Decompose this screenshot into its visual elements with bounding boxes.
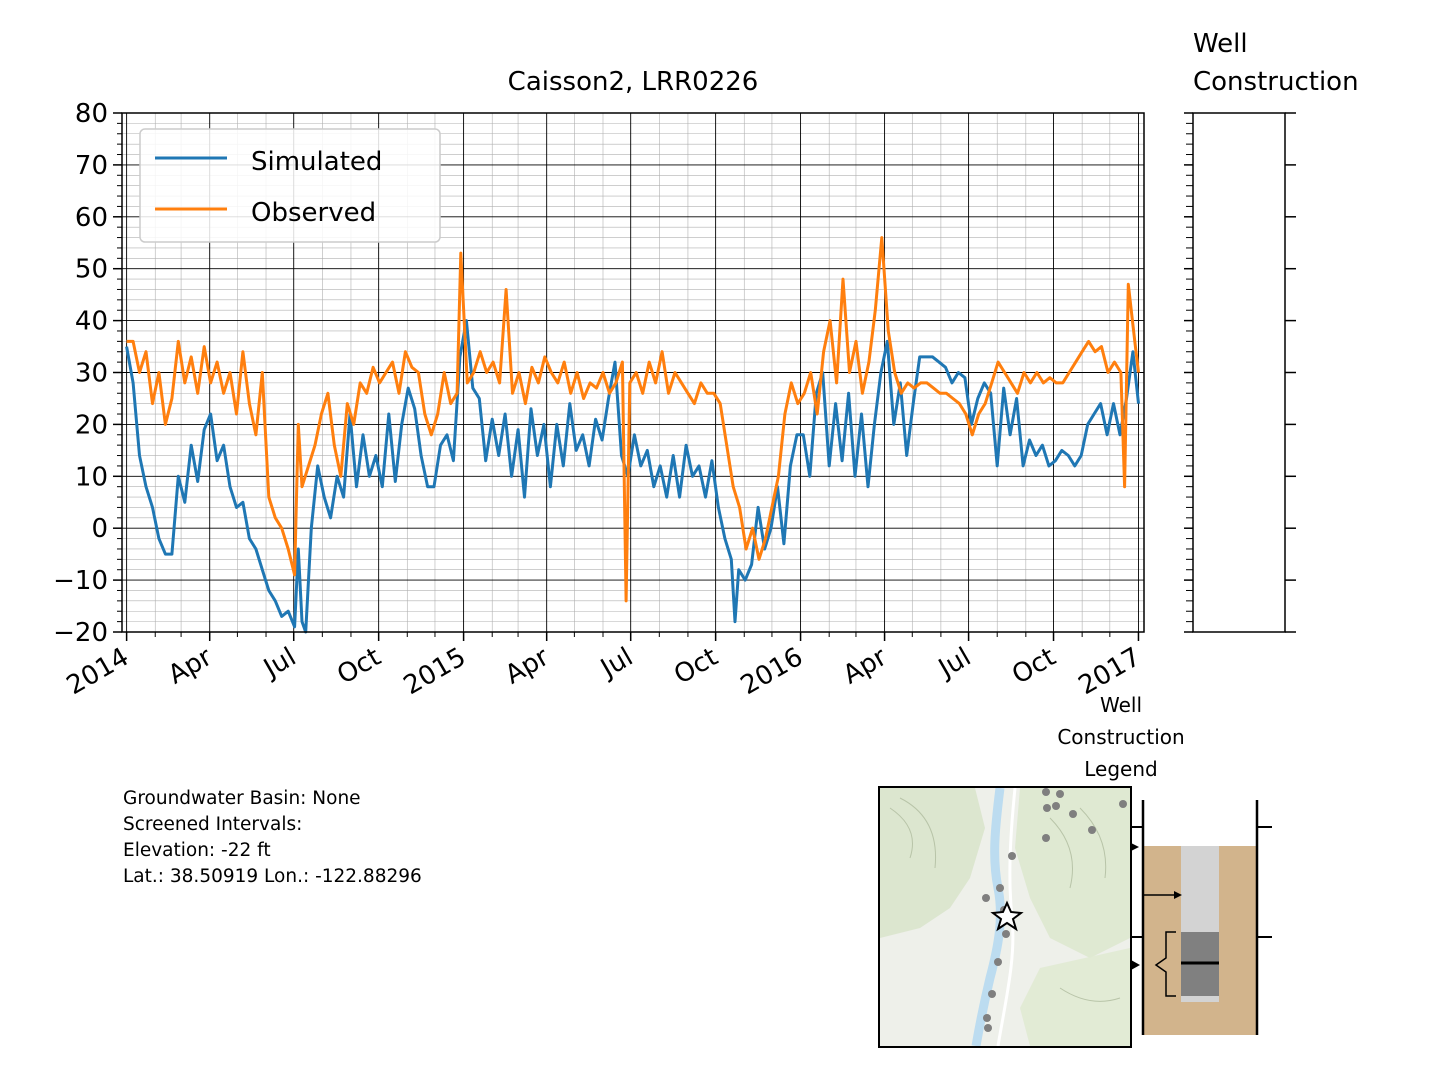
legend-label-observed: Observed <box>251 198 376 228</box>
map-well-star-icon <box>990 900 1024 932</box>
x-tick-label: Apr <box>163 642 217 691</box>
screen-bracket <box>1154 931 1176 997</box>
map-hills-southeast <box>1020 948 1130 1046</box>
x-tick-label: Oct <box>332 642 386 690</box>
well-construction-frame <box>1192 112 1286 633</box>
series-line-simulated <box>125 319 1140 634</box>
y-tick-label: −10 <box>53 566 108 596</box>
y-tick-label: 60 <box>75 203 108 233</box>
map-hills-west <box>880 788 985 938</box>
well-construction-legend: Well Construction Legend <box>1057 693 1272 1035</box>
well-construction-ticks <box>1184 112 1296 633</box>
x-tick-label: Apr <box>838 642 892 691</box>
y-tick-label: 40 <box>75 307 108 337</box>
x-tick-label: Jul <box>594 642 638 685</box>
well-construction-title-line1: Well <box>1193 29 1248 59</box>
chart-title: Caisson2, LRR0226 <box>508 67 759 97</box>
y-axis: −20 −10 0 10 20 30 40 50 60 70 80 <box>53 99 122 648</box>
arrow-to-casing-head <box>1174 891 1182 899</box>
x-tick-label: Oct <box>669 642 723 690</box>
map-contours <box>889 797 1121 1002</box>
legend-diagram-title-line3: Legend <box>1084 757 1157 781</box>
info-basin: Groundwater Basin: None <box>123 788 361 809</box>
series-line-observed <box>126 236 1140 603</box>
arrow-marker-2 <box>1131 960 1140 970</box>
plot-area: −20 −10 0 10 20 30 40 50 60 70 80 2014 Apr Jul Oct 201… <box>53 99 1146 701</box>
casing-upper <box>1181 846 1219 932</box>
x-tick-label: Jul <box>932 642 976 685</box>
arrow-marker-1 <box>1131 843 1139 851</box>
y-tick-label: 10 <box>75 462 108 492</box>
major-gridlines <box>122 112 1144 633</box>
y-tick-label: 30 <box>75 359 108 389</box>
legend: Simulated Observed <box>139 128 441 243</box>
casing-bottom <box>1181 996 1219 1002</box>
legend-diagram-title-line2: Construction <box>1057 725 1184 749</box>
info-latlon: Lat.: 38.50919 Lon.: -122.88296 <box>123 866 422 887</box>
y-tick-label: 70 <box>75 151 108 181</box>
y-tick-label: 0 <box>91 514 108 544</box>
x-tick-label: 2014 <box>62 642 134 701</box>
x-tick-label: Jul <box>257 642 301 685</box>
x-tick-label: 2016 <box>736 642 808 701</box>
legend-label-simulated: Simulated <box>251 147 382 177</box>
info-elevation: Elevation: -22 ft <box>123 840 271 861</box>
y-tick-label: −20 <box>53 618 108 648</box>
legend-diagram-title-line1: Well <box>1100 693 1142 717</box>
y-tick-label: 80 <box>75 99 108 129</box>
location-map <box>878 786 1132 1048</box>
minor-gridlines <box>122 113 1144 632</box>
x-axis: 2014 Apr Jul Oct 2015 Apr Jul Oct 2016 Apr Jul Oct 2… <box>62 632 1146 701</box>
well-info: Groundwater Basin: None Screened Interva… <box>123 786 422 890</box>
y-tick-label: 50 <box>75 255 108 285</box>
series-layer <box>125 236 1140 634</box>
well-construction-panel: Well Construction <box>1184 29 1359 633</box>
x-tick-label: 2015 <box>399 642 471 701</box>
y-tick-label: 20 <box>75 410 108 440</box>
info-screened: Screened Intervals: <box>123 814 303 835</box>
map-graphic <box>880 788 1130 1046</box>
x-tick-label: Oct <box>1007 642 1061 690</box>
x-tick-label: Apr <box>500 642 554 691</box>
well-construction-title-line2: Construction <box>1193 67 1359 97</box>
